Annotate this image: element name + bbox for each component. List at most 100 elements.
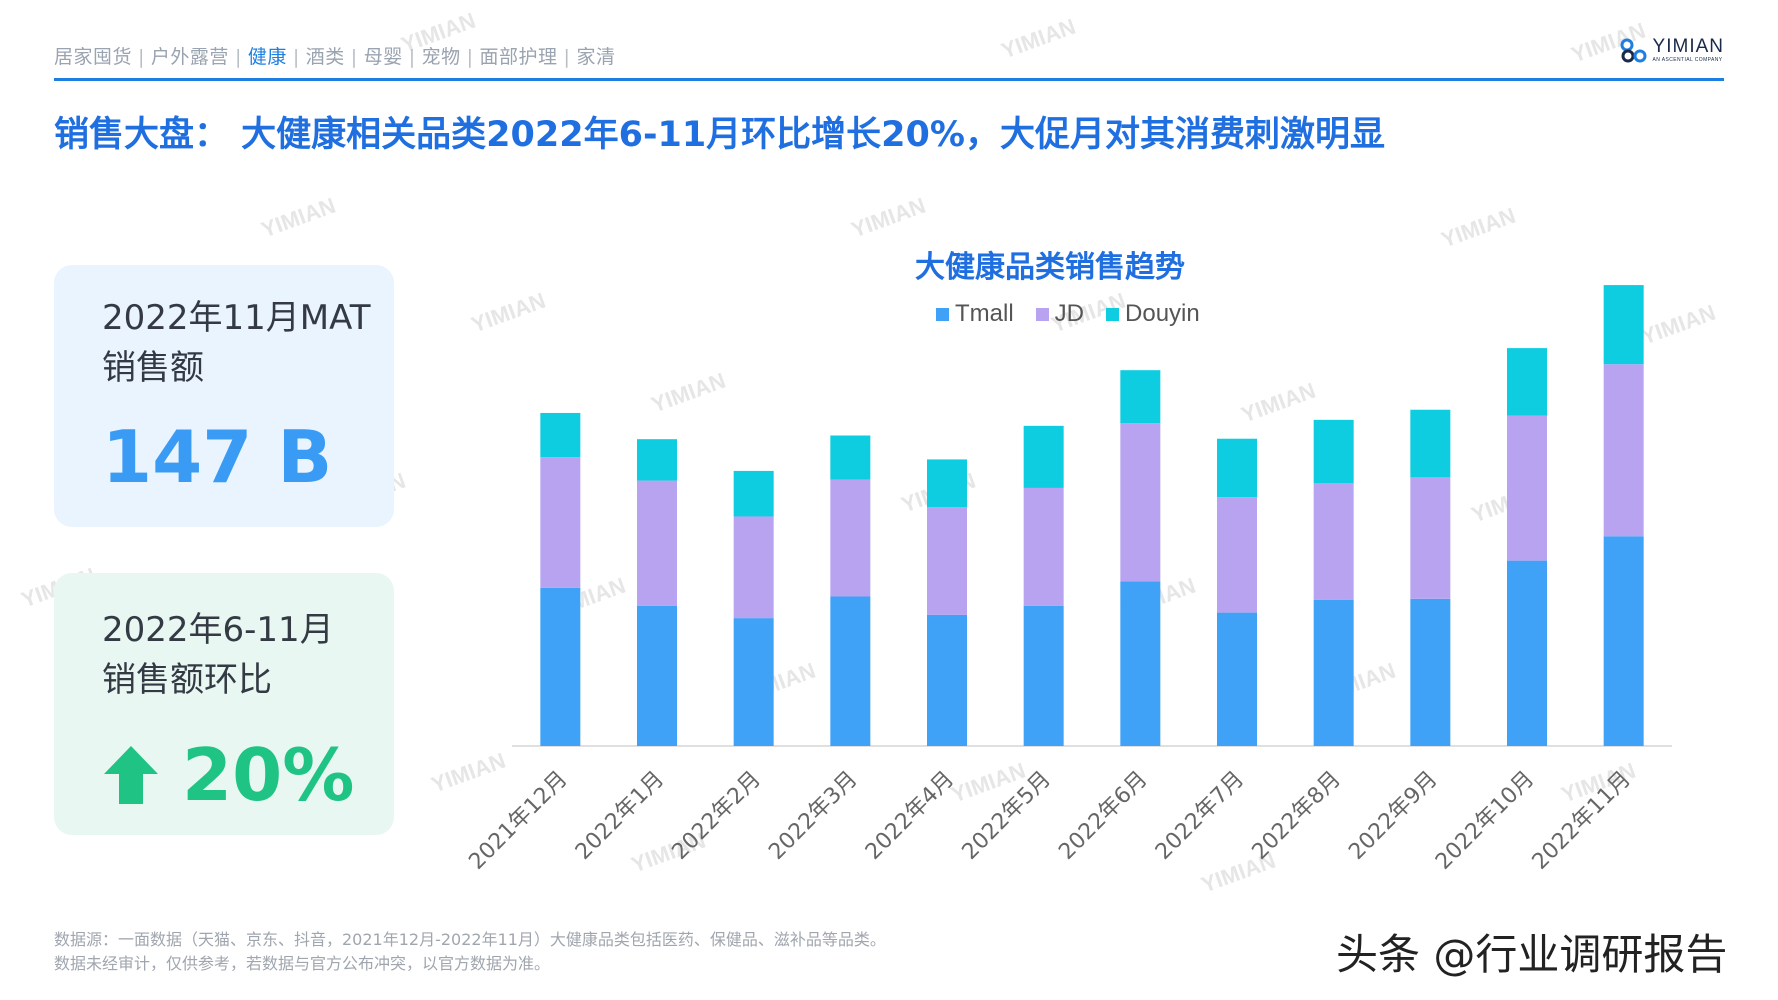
watermark: YIMIAN xyxy=(427,747,509,798)
infinity-logo-icon xyxy=(1620,38,1647,63)
legend-swatch xyxy=(1035,307,1049,321)
bar-jd-8 xyxy=(1313,483,1354,600)
bar-tmall-1 xyxy=(637,605,677,746)
nav-separator: | xyxy=(350,46,358,68)
x-tick-label: 2022年2月 xyxy=(668,767,766,865)
x-tick-label: 2022年5月 xyxy=(958,767,1056,865)
nav-separator: | xyxy=(563,46,571,68)
yimian-logo: YIMIAN AN ASCENTIAL COMPANY xyxy=(1619,36,1724,64)
bar-jd-0 xyxy=(540,457,581,588)
bar-douyin-8 xyxy=(1313,419,1354,484)
bar-tmall-2 xyxy=(733,618,774,746)
bar-douyin-3 xyxy=(830,435,871,480)
legend-swatch xyxy=(936,307,949,321)
header-rule xyxy=(54,78,1724,81)
x-tick-label: 2022年1月 xyxy=(571,767,669,865)
bar-jd-5 xyxy=(1023,487,1064,606)
bar-douyin-9 xyxy=(1410,409,1451,478)
watermark: YIMIAN xyxy=(1557,757,1639,808)
bar-douyin-2 xyxy=(733,470,774,517)
growth-label-line2: 销售额环比 xyxy=(102,660,272,700)
category-nav: 居家囤货 | 户外露营 | 健康 | 酒类 | 母婴 | 宠物 | 面部护理 | 家清 xyxy=(54,42,615,69)
bar-tmall-5 xyxy=(1023,605,1064,746)
x-tick-label: 2022年11月 xyxy=(1528,767,1636,875)
mat-sales-label: 2022年11月MAT 销售额 xyxy=(102,293,371,393)
legend-label: Douyin xyxy=(1125,300,1200,327)
watermark: YIMIAN xyxy=(647,367,729,418)
page-headline: 销售大盘： 大健康相关品类2022年6-11月环比增长20%，大促月对其消费刺激… xyxy=(54,115,1385,155)
legend-label: Tmall xyxy=(955,300,1014,327)
nav-separator: | xyxy=(292,46,300,68)
nav-item-6[interactable]: 面部护理 xyxy=(479,46,558,68)
bar-jd-6 xyxy=(1120,423,1161,582)
watermark: YIMIAN xyxy=(1237,377,1319,428)
bar-tmall-6 xyxy=(1120,581,1161,746)
publisher-credit: 头条 @行业调研报告 xyxy=(1336,930,1728,979)
mat-sales-label-line2: 销售额 xyxy=(102,348,204,388)
legend-item-tmall: Tmall xyxy=(936,300,1014,328)
data-source-note: 数据源：一面数据（天猫、京东、抖音，2021年12月-2022年11月）大健康品… xyxy=(54,928,886,976)
mat-sales-value: 147 B xyxy=(102,415,333,499)
legend-label: JD xyxy=(1054,300,1085,327)
bar-jd-10 xyxy=(1507,415,1547,561)
nav-item-4[interactable]: 母婴 xyxy=(363,46,403,68)
x-tick-label: 2021年12月 xyxy=(464,767,572,875)
nav-separator: | xyxy=(408,46,416,68)
bar-jd-9 xyxy=(1410,477,1451,599)
watermark: YIMIAN xyxy=(1467,477,1549,528)
data-source-line1: 数据源：一面数据（天猫、京东、抖音，2021年12月-2022年11月）大健康品… xyxy=(54,930,886,949)
growth-card: 2022年6-11月 销售额环比 20% xyxy=(54,573,394,835)
bar-douyin-7 xyxy=(1217,438,1257,498)
bar-jd-4 xyxy=(927,507,967,615)
bar-douyin-0 xyxy=(540,412,581,458)
logo-name: YIMIAN xyxy=(1652,36,1724,57)
bar-jd-1 xyxy=(637,480,677,606)
watermark: YIMIAN xyxy=(627,827,709,878)
bar-jd-2 xyxy=(733,516,774,619)
bar-tmall-9 xyxy=(1410,598,1451,746)
nav-item-3[interactable]: 酒类 xyxy=(305,46,345,68)
nav-item-2[interactable]: 健康 xyxy=(247,46,287,68)
nav-item-5[interactable]: 宠物 xyxy=(421,46,461,68)
watermark: YIMIAN xyxy=(897,467,979,518)
nav-separator: | xyxy=(466,46,474,68)
x-tick-label: 2022年8月 xyxy=(1248,767,1346,865)
x-tick-label: 2022年6月 xyxy=(1054,767,1152,865)
watermark: YIMIAN xyxy=(1317,657,1399,708)
watermark: YIMIAN xyxy=(1637,299,1719,350)
legend-swatch xyxy=(1106,307,1120,321)
x-tick-label: 2022年10月 xyxy=(1431,767,1539,875)
bar-tmall-0 xyxy=(540,587,581,746)
nav-separator: | xyxy=(234,46,242,68)
up-arrow-icon xyxy=(104,746,158,804)
chart-legend: Tmall JD Douyin xyxy=(936,300,1200,328)
watermark: YIMIAN xyxy=(1117,572,1199,623)
nav-item-1[interactable]: 户外露营 xyxy=(150,46,229,68)
bar-tmall-10 xyxy=(1507,560,1547,746)
watermark: YIMIAN xyxy=(997,13,1079,64)
watermark: YIMIAN xyxy=(1197,847,1279,898)
legend-item-jd: JD xyxy=(1035,300,1085,328)
bar-jd-11 xyxy=(1603,364,1644,537)
nav-separator: | xyxy=(138,46,145,68)
watermark: YIMIAN xyxy=(847,192,929,243)
bar-douyin-5 xyxy=(1023,425,1064,488)
bar-douyin-4 xyxy=(927,459,967,508)
bar-tmall-11 xyxy=(1603,536,1644,746)
x-tick-label: 2022年3月 xyxy=(764,767,862,865)
x-tick-label: 2022年7月 xyxy=(1151,767,1249,865)
growth-label: 2022年6-11月 销售额环比 xyxy=(102,605,334,705)
mat-sales-label-line1: 2022年11月MAT xyxy=(102,298,371,338)
legend-item-douyin: Douyin xyxy=(1106,300,1200,328)
nav-item-7[interactable]: 家清 xyxy=(576,46,616,68)
mat-sales-card: 2022年11月MAT 销售额 147 B xyxy=(54,265,394,527)
logo-subtitle: AN ASCENTIAL COMPANY xyxy=(1652,57,1723,63)
x-tick-label: 2022年9月 xyxy=(1344,767,1442,865)
bar-tmall-3 xyxy=(830,596,871,746)
growth-value-row: 20% xyxy=(104,733,354,817)
bar-tmall-4 xyxy=(927,614,967,746)
growth-value: 20% xyxy=(182,733,355,817)
bar-douyin-10 xyxy=(1507,348,1547,416)
nav-item-0[interactable]: 居家囤货 xyxy=(54,46,133,68)
bar-jd-3 xyxy=(830,479,871,597)
